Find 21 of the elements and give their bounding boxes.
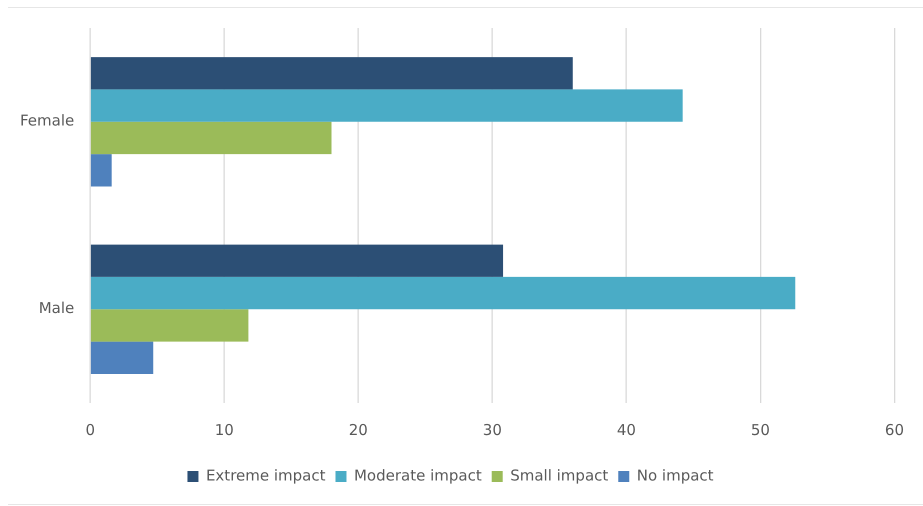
- x-tick-label: 10: [214, 420, 234, 439]
- legend-label: Small impact: [510, 466, 608, 484]
- x-tick-label: 60: [884, 420, 904, 439]
- bar: [90, 89, 683, 122]
- bar: [90, 342, 154, 374]
- legend-label: No impact: [636, 466, 714, 484]
- x-tick-label: 40: [616, 420, 636, 439]
- bar: [90, 154, 112, 186]
- bar: [90, 244, 504, 277]
- y-tick-label: Female: [20, 112, 74, 130]
- y-tick-label: Male: [38, 299, 74, 318]
- x-tick-label: 0: [85, 420, 96, 439]
- bar: [90, 122, 332, 154]
- x-tick-label: 50: [750, 420, 770, 439]
- bar: [90, 309, 248, 342]
- x-tick-label: 20: [348, 420, 368, 439]
- bar: [90, 57, 573, 90]
- legend-label: Extreme impact: [206, 466, 326, 484]
- x-tick-label: 30: [482, 420, 502, 439]
- bar: [90, 276, 796, 310]
- legend-label: Moderate impact: [354, 466, 482, 484]
